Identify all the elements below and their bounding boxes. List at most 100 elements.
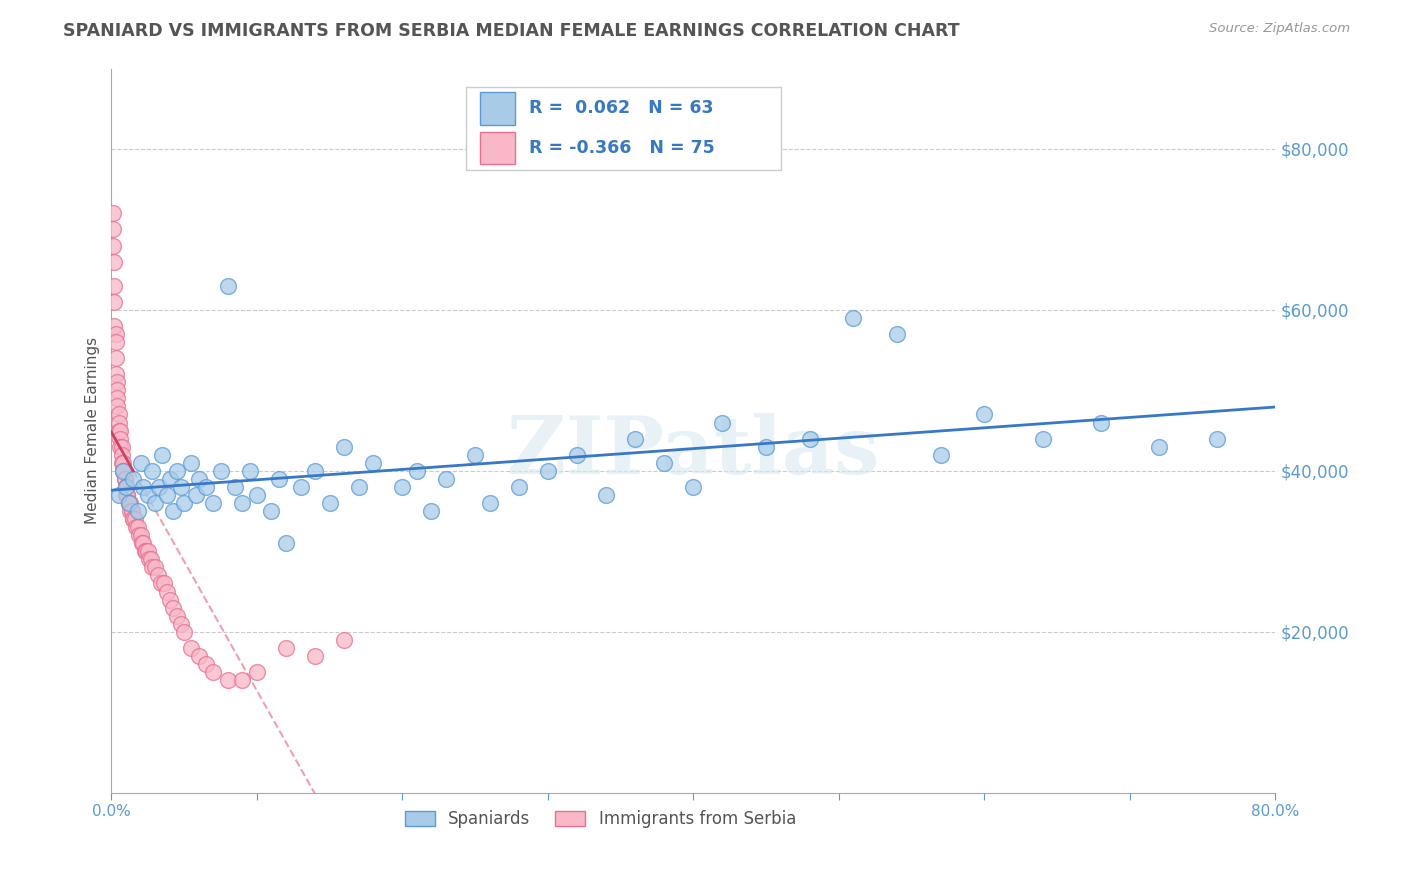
Point — [711, 416, 734, 430]
Point — [118, 496, 141, 510]
Point — [124, 512, 146, 526]
Point — [595, 488, 617, 502]
Point — [114, 472, 136, 486]
Point — [886, 326, 908, 341]
Point — [420, 504, 443, 518]
Point — [121, 504, 143, 518]
Point — [149, 576, 172, 591]
Point — [478, 496, 501, 510]
Point — [170, 480, 193, 494]
Point — [173, 496, 195, 510]
Point — [180, 456, 202, 470]
Point — [464, 448, 486, 462]
Point — [217, 673, 239, 687]
Point — [246, 488, 269, 502]
Point — [110, 440, 132, 454]
Point — [115, 488, 138, 502]
Point — [122, 512, 145, 526]
Point — [209, 464, 232, 478]
Point — [173, 624, 195, 639]
Point — [134, 544, 156, 558]
Point — [180, 640, 202, 655]
Point — [434, 472, 457, 486]
Point — [128, 528, 150, 542]
Point — [131, 536, 153, 550]
Point — [290, 480, 312, 494]
Bar — [467, 87, 780, 169]
Legend: Spaniards, Immigrants from Serbia: Spaniards, Immigrants from Serbia — [398, 804, 803, 835]
Point — [136, 544, 159, 558]
Point — [120, 504, 142, 518]
Point — [333, 632, 356, 647]
Point — [132, 536, 155, 550]
Point — [682, 480, 704, 494]
Point — [108, 424, 131, 438]
Point — [260, 504, 283, 518]
Point — [162, 504, 184, 518]
Point — [148, 480, 170, 494]
Point — [127, 504, 149, 518]
Point — [101, 206, 124, 220]
Point — [129, 456, 152, 470]
Point — [195, 657, 218, 671]
Point — [136, 488, 159, 502]
Point — [105, 376, 128, 390]
Point — [122, 472, 145, 486]
Point — [159, 472, 181, 486]
Text: R = -0.366   N = 75: R = -0.366 N = 75 — [529, 139, 716, 157]
Point — [105, 384, 128, 398]
Point — [120, 496, 142, 510]
Point — [565, 448, 588, 462]
Point — [304, 464, 326, 478]
Point — [104, 368, 127, 382]
Point — [274, 536, 297, 550]
Bar — [481, 132, 515, 164]
Point — [202, 665, 225, 679]
Point — [391, 480, 413, 494]
Point — [132, 480, 155, 494]
Point — [156, 584, 179, 599]
Text: ZIPatlas: ZIPatlas — [508, 413, 880, 491]
Point — [143, 560, 166, 574]
Point — [187, 472, 209, 486]
Point — [107, 488, 129, 502]
Point — [1147, 440, 1170, 454]
Point — [112, 464, 135, 478]
Point — [195, 480, 218, 494]
Point — [107, 424, 129, 438]
Point — [246, 665, 269, 679]
Point — [118, 496, 141, 510]
Point — [159, 592, 181, 607]
Point — [105, 400, 128, 414]
Point — [166, 608, 188, 623]
Point — [202, 496, 225, 510]
Point — [799, 432, 821, 446]
Point — [166, 464, 188, 478]
Y-axis label: Median Female Earnings: Median Female Earnings — [86, 337, 100, 524]
Point — [652, 456, 675, 470]
Point — [110, 456, 132, 470]
Point — [129, 528, 152, 542]
Point — [104, 326, 127, 341]
Point — [103, 278, 125, 293]
Point — [152, 576, 174, 591]
Point — [122, 512, 145, 526]
Point — [114, 472, 136, 486]
Point — [127, 520, 149, 534]
Point — [231, 673, 253, 687]
Point — [103, 254, 125, 268]
Point — [118, 496, 141, 510]
Point — [104, 334, 127, 349]
Point — [112, 464, 135, 478]
Point — [103, 318, 125, 333]
Point — [135, 544, 157, 558]
Point — [150, 448, 173, 462]
Point — [304, 648, 326, 663]
Point — [1090, 416, 1112, 430]
Point — [103, 294, 125, 309]
Point — [107, 416, 129, 430]
Point — [138, 552, 160, 566]
Text: SPANIARD VS IMMIGRANTS FROM SERBIA MEDIAN FEMALE EARNINGS CORRELATION CHART: SPANIARD VS IMMIGRANTS FROM SERBIA MEDIA… — [63, 22, 960, 40]
Point — [104, 351, 127, 366]
Point — [146, 568, 169, 582]
